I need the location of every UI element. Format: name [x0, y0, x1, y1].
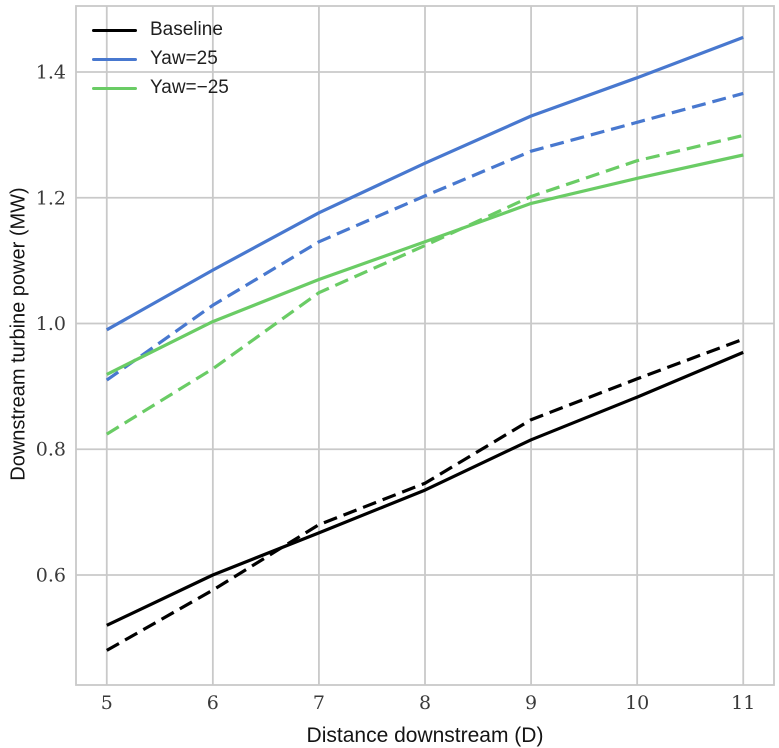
y-axis-label: Downstream turbine power (MW): [7, 187, 30, 481]
legend-line-swatch-baseline: [92, 28, 137, 33]
legend-label-yaw-neg-25: Yaw=−25: [150, 77, 229, 98]
plot-frame: [75, 5, 775, 686]
series-line-0-solid: [106, 350, 744, 627]
legend-item-yaw-neg-25: Yaw=−25: [92, 74, 229, 103]
series-line-1-dashed: [106, 337, 744, 652]
x-tick-label-3: 8: [419, 692, 431, 714]
y-tick-label-4: 1.4: [36, 62, 66, 84]
series-line-2-solid: [106, 35, 744, 332]
x-axis-label: Distance downstream (D): [306, 724, 544, 747]
series-line-4-solid: [106, 153, 744, 376]
legend-label-baseline: Baseline: [150, 19, 223, 40]
x-tick-label-5: 10: [625, 692, 649, 714]
series-line-3-dashed: [105, 91, 744, 382]
x-tick-label-2: 7: [313, 692, 325, 714]
legend: Baseline Yaw=25 Yaw=−25: [92, 16, 229, 103]
y-tick-label-0: 0.6: [36, 564, 66, 586]
legend-item-yaw-pos-25: Yaw=25: [92, 45, 229, 74]
legend-item-baseline: Baseline: [92, 16, 229, 45]
legend-line-swatch-yaw-neg-25: [92, 86, 137, 91]
y-tick-label-1: 0.8: [36, 439, 66, 461]
legend-label-yaw-pos-25: Yaw=25: [150, 48, 218, 69]
series-line-5-dashed: [105, 133, 744, 436]
x-tick-label-0: 5: [101, 692, 113, 714]
y-tick-label-3: 1.2: [36, 187, 66, 209]
legend-line-swatch-yaw-pos-25: [92, 57, 137, 62]
y-tick-label-2: 1.0: [36, 313, 66, 335]
x-tick-label-4: 9: [525, 692, 537, 714]
x-tick-label-1: 6: [207, 692, 219, 714]
x-tick-label-6: 11: [731, 692, 755, 714]
